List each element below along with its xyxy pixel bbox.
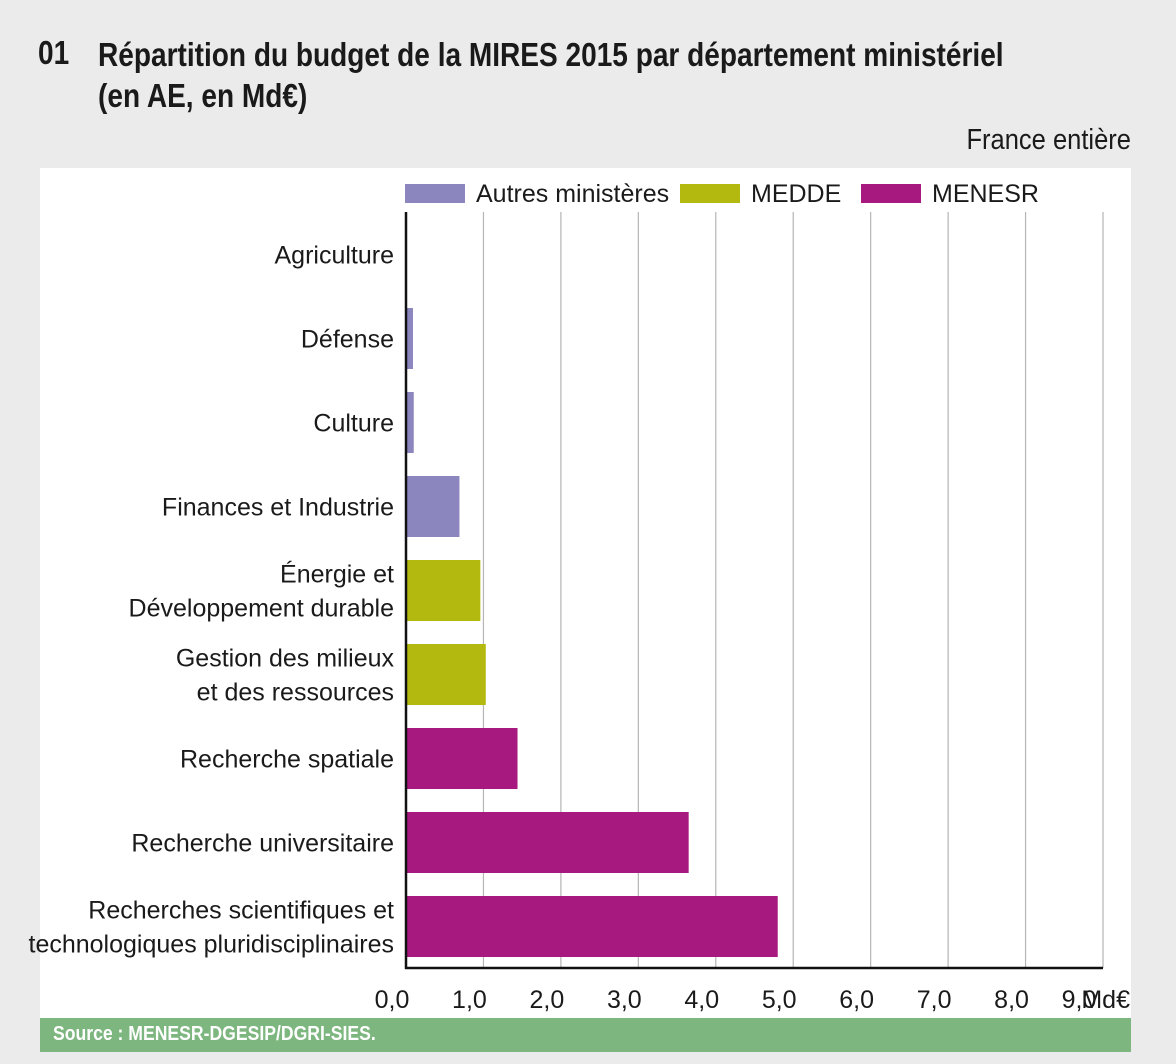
category-label: Défense [301,326,394,354]
category-label: Culture [313,410,394,438]
scope-label: France entière [966,124,1131,156]
category-label: Recherche spatiale [180,746,394,774]
category-label: Énergie et [280,560,394,589]
x-tick-label: 4,0 [684,986,719,1014]
source-band: Source : MENESR-DGESIP/DGRI-SIES. [40,1018,1131,1052]
x-tick-label: 2,0 [530,986,565,1014]
category-label: Agriculture [275,242,395,270]
source-note: Source : MENESR-DGESIP/DGRI-SIES. [53,1023,376,1045]
chart-panel [40,168,1131,1018]
category-label: Recherche universitaire [131,830,394,858]
chart-title: Répartition du budget de la MIRES 2015 p… [98,34,1101,116]
category-labels: Agriculture Défense Culture Finances et Ind… [29,242,395,959]
legend-swatch [680,184,740,203]
legend-label: Autres ministères [476,180,669,208]
category-label: Finances et Industrie [162,494,394,522]
legend-swatch [861,184,921,203]
gridlines [482,212,1104,968]
x-tick-label: 8,0 [994,986,1029,1014]
x-axis: 0,0 1,0 2,0 3,0 4,0 5,0 6,0 7,0 8,0 9,0Md€ [375,212,1130,1014]
bar [406,392,414,453]
category-label: Développement durable [129,595,394,623]
bar [406,728,518,789]
category-label: et des ressources [197,679,394,707]
figure-number: 01 [38,34,70,71]
bar [406,896,778,957]
bar [406,476,460,537]
x-tick-label: 3,0 [607,986,642,1014]
category-label: Gestion des milieux [176,645,395,673]
legend-label: MEDDE [751,180,841,208]
chart-title-line-2: (en AE, en Md€) [98,77,308,114]
legend-swatch [405,184,465,203]
x-tick-label: 7,0 [917,986,952,1014]
x-tick-label: 5,0 [762,986,797,1014]
legend-label: MENESR [932,180,1039,208]
legend: Autres ministères MEDDE MENESR [405,180,1039,208]
x-tick-label: 0,0 [375,986,410,1014]
bar [406,812,689,873]
x-tick-label: 1,0 [452,986,487,1014]
bars [406,224,778,957]
category-label: Recherches scientifiques et [88,897,394,925]
chart-title-line-1: Répartition du budget de la MIRES 2015 p… [98,36,1004,73]
bar [406,308,413,369]
bar [406,644,486,705]
x-unit-label: Md€ [1081,986,1130,1014]
x-tick-label: 6,0 [839,986,874,1014]
x-tick-label: 9,0 [1062,986,1097,1014]
category-label: technologiques pluridisciplinaires [29,931,395,959]
bar [406,560,481,621]
